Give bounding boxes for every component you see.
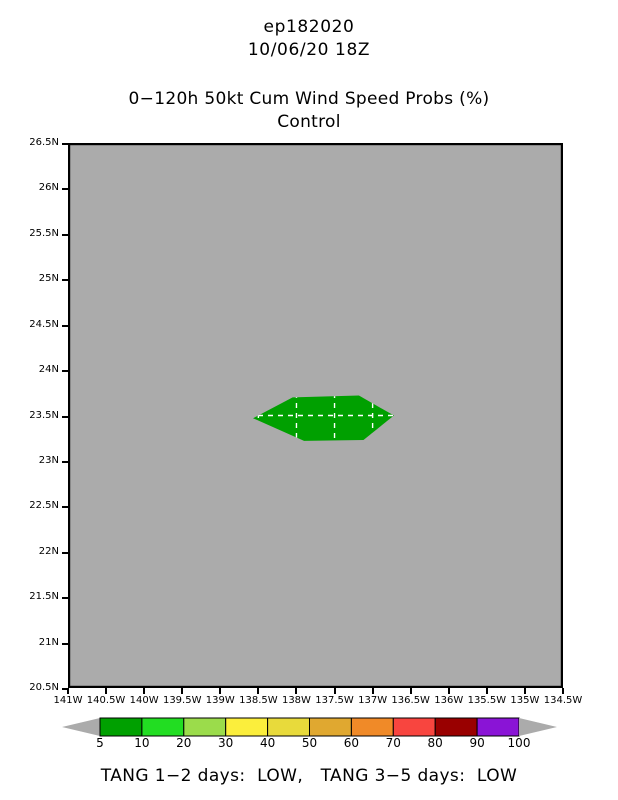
y-axis-tick-label: 21N	[38, 636, 59, 648]
y-axis-tick-label: 26N	[38, 182, 59, 194]
run-type-label: Control	[277, 112, 341, 132]
colorbar-tick-90: 90	[469, 736, 485, 750]
chart-title-block: ep182020 10/06/20 18Z	[0, 16, 618, 62]
product-title-label: 0−120h 50kt Cum Wind Speed Probs (%)	[128, 89, 490, 109]
y-axis-tick-label: 23.5N	[29, 409, 59, 421]
y-axis-tick-label: 22.5N	[29, 500, 59, 512]
colorbar-band-10-20	[141, 717, 185, 737]
tick-mark	[372, 688, 374, 694]
datetime-label: 10/06/20 18Z	[247, 40, 371, 60]
y-axis-tick-label: 21.5N	[29, 591, 59, 603]
tick-mark	[257, 688, 259, 694]
colorbar-tick-60: 60	[343, 736, 360, 750]
colorbar	[0, 714, 618, 740]
colorbar-cap-max	[519, 718, 557, 736]
map-canvas	[68, 143, 563, 688]
tick-mark	[67, 688, 69, 694]
tick-mark	[62, 416, 68, 418]
tick-mark	[62, 461, 68, 463]
y-axis-tick-label: 22N	[38, 545, 59, 557]
x-axis-tick-label: 135.5W	[467, 695, 507, 706]
map-plot-area[interactable]	[68, 143, 563, 688]
colorbar-band-5-10	[99, 717, 143, 737]
tick-mark	[181, 688, 183, 694]
tick-mark	[62, 325, 68, 327]
tick-mark	[62, 552, 68, 554]
x-axis-tick-label: 135W	[510, 695, 540, 706]
y-axis-tick-label: 26.5N	[29, 137, 59, 148]
plot-frame	[68, 143, 563, 688]
tick-mark	[62, 506, 68, 508]
y-axis-tick-label: 20.5N	[29, 682, 59, 693]
storm-id-label: ep182020	[263, 17, 355, 37]
x-axis-tick-label: 138.5W	[239, 695, 278, 706]
colorbar-cap-min	[62, 718, 100, 736]
x-axis-tick-label: 134.5W	[543, 695, 583, 706]
colorbar-band-60-70	[350, 717, 394, 737]
x-axis-tick-label: 139W	[205, 695, 235, 706]
colorbar-band-40-50	[267, 717, 311, 737]
chart-subtitle-block: 0−120h 50kt Cum Wind Speed Probs (%) Con…	[0, 88, 618, 134]
tick-mark	[62, 688, 68, 690]
tick-mark	[62, 279, 68, 281]
tick-mark	[62, 597, 68, 599]
colorbar-band-50-60	[309, 717, 352, 737]
colorbar-tick-100: 100	[507, 736, 531, 750]
x-axis-tick-label: 140.5W	[86, 695, 126, 706]
x-axis-tick-label: 140W	[129, 695, 159, 706]
colorbar-tick-5: 5	[96, 736, 104, 750]
tang-summary-label: TANG 1−2 days: LOW, TANG 3−5 days: LOW	[100, 766, 518, 786]
colorbar-tick-70: 70	[385, 736, 401, 750]
colorbar-tick-20: 20	[176, 736, 192, 750]
tick-mark	[524, 688, 526, 694]
x-axis-tick-label: 136W	[434, 695, 464, 706]
tick-mark	[62, 643, 68, 645]
colorbar-band-30-40	[225, 717, 269, 737]
y-axis-tick-label: 24N	[38, 364, 59, 376]
colorbar-tick-80: 80	[427, 736, 443, 750]
y-axis-tick-label: 25N	[38, 273, 59, 285]
contour-polygon-5pct	[253, 395, 394, 441]
colorbar-band-80-90	[434, 717, 478, 737]
colorbar-tick-10: 10	[134, 736, 150, 750]
tick-mark	[62, 143, 68, 145]
tick-mark	[562, 688, 564, 694]
tick-mark	[62, 188, 68, 190]
tick-mark	[219, 688, 221, 694]
tick-mark	[295, 688, 297, 694]
x-axis-tick-label: 141W	[53, 695, 83, 706]
x-axis-tick-label: 137.5W	[315, 695, 354, 706]
colorbar-tick-50: 50	[301, 736, 318, 750]
tick-mark	[143, 688, 145, 694]
colorbar-band-20-30	[183, 717, 227, 737]
tick-mark	[448, 688, 450, 694]
x-axis-tick-label: 137W	[358, 695, 388, 706]
colorbar-tick-labels: 5 10 20 30 40 50 60 70 80 90 100	[0, 736, 618, 752]
x-axis-tick-label: 139.5W	[162, 695, 202, 706]
colorbar-band-70-80	[392, 717, 436, 737]
x-axis-tick-label: 136.5W	[391, 695, 430, 706]
y-axis-tick-label: 25.5N	[29, 227, 59, 239]
y-axis-tick-label: 23N	[38, 454, 59, 466]
tick-mark	[334, 688, 336, 694]
tick-mark	[62, 370, 68, 372]
graticule-grid	[253, 395, 394, 441]
tick-mark	[486, 688, 488, 694]
colorbar-tick-40: 40	[259, 736, 276, 750]
tick-mark	[410, 688, 412, 694]
y-axis-tick-label: 24.5N	[29, 318, 59, 330]
x-axis-tick-label: 138W	[281, 695, 311, 706]
colorbar-band-90-100	[476, 717, 520, 737]
tick-mark	[105, 688, 107, 694]
colorbar-tick-30: 30	[218, 736, 234, 750]
tick-mark	[62, 234, 68, 236]
colorbar-canvas	[62, 717, 557, 737]
